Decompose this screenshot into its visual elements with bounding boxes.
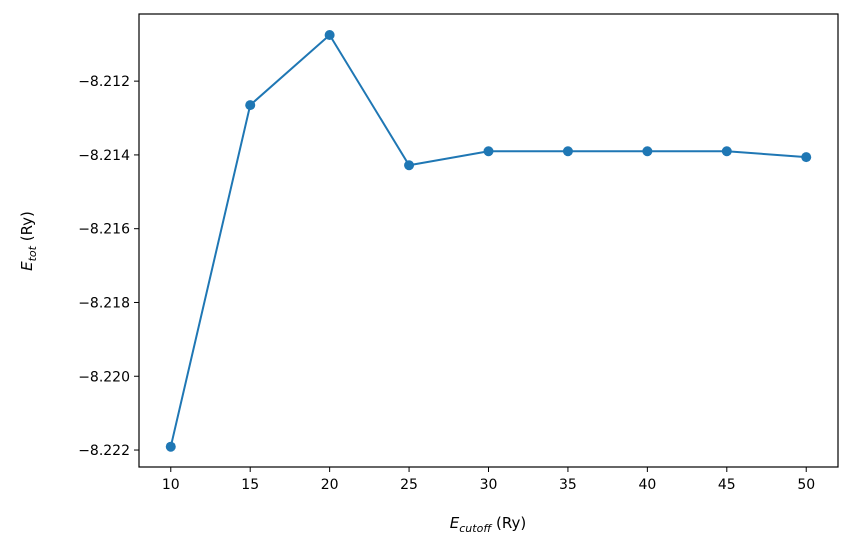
y-axis-label: Etot (Ry) — [18, 211, 39, 271]
x-tick-label: 40 — [638, 477, 656, 493]
y-tick-label: −8.214 — [78, 148, 130, 164]
data-point — [165, 441, 176, 452]
x-tick-label: 25 — [400, 477, 418, 493]
y-axis: −8.212 −8.214 −8.216 −8.218 −8.220 −8.222 — [78, 74, 139, 459]
data-point — [483, 146, 494, 157]
data-point — [721, 146, 732, 157]
y-tick-label: −8.220 — [78, 369, 130, 385]
plot-marks — [165, 30, 812, 452]
axes-frame — [138, 13, 839, 468]
x-tick-label: 45 — [718, 477, 736, 493]
data-point — [642, 146, 653, 157]
y-tick-label: −8.222 — [78, 443, 130, 459]
x-axis: 10 15 20 25 30 35 40 45 50 — [162, 467, 815, 493]
data-point — [324, 30, 335, 41]
x-axis-label: Ecutoff (Ry) — [450, 514, 526, 535]
y-tick-label: −8.212 — [78, 74, 130, 90]
y-tick-label: −8.216 — [78, 222, 130, 238]
x-tick-label: 10 — [162, 477, 180, 493]
x-tick-label: 30 — [480, 477, 498, 493]
data-point — [562, 146, 573, 157]
y-tick-label: −8.218 — [78, 295, 130, 311]
series-line — [169, 33, 807, 447]
data-point — [245, 100, 256, 111]
data-point — [801, 152, 812, 163]
x-tick-label: 50 — [797, 477, 815, 493]
x-tick-label: 35 — [559, 477, 577, 493]
x-tick-label: 15 — [241, 477, 259, 493]
data-point — [404, 160, 415, 171]
x-tick-label: 20 — [321, 477, 339, 493]
